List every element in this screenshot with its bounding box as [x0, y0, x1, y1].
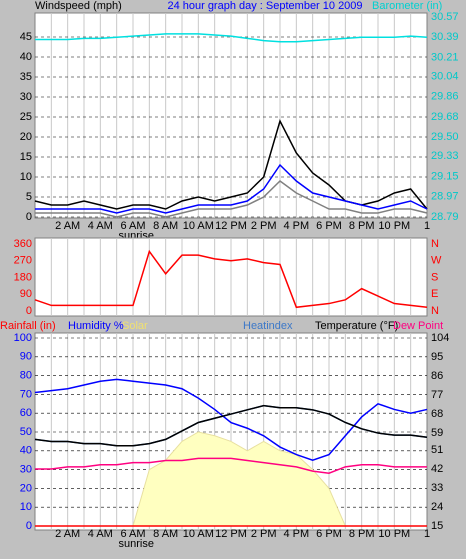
series-line [35, 163, 428, 214]
x-tick-label: 4 PM [283, 220, 309, 232]
y-tick-label: 35 [20, 71, 32, 83]
x-tick-label: 6 PM [316, 528, 342, 540]
x-tick-label: 10 PM [378, 528, 410, 540]
series-line [35, 457, 427, 474]
series-line [34, 249, 428, 309]
y2-tick-label: 29.86 [431, 91, 459, 103]
y-tick-label: 0 [26, 520, 32, 532]
y-tick-label: 0 [26, 211, 32, 223]
y-tick-label: 90 [20, 351, 32, 363]
x-tick-label: 10 AM [183, 528, 214, 540]
chart-title: 24 hour graph day : September 10 2009 [167, 0, 362, 12]
y-tick-label: 100 [14, 332, 32, 344]
y2-tick-label: 24 [431, 501, 443, 513]
y-tick-label: 50 [20, 426, 32, 438]
y2-tick-label: 29.15 [431, 170, 459, 182]
y2-tick-label: 29.33 [431, 150, 459, 162]
legend-entry: Rainfall (in) [0, 320, 56, 332]
x-tick-label: 4 AM [88, 220, 113, 232]
y2-tick-label: 28.97 [431, 191, 459, 203]
x-tick-label: 6 PM [316, 220, 342, 232]
y-tick-label: 45 [20, 31, 32, 43]
y2-tick-label: 77 [431, 389, 443, 401]
y2-tick-label: 104 [431, 332, 449, 344]
y2-tick-label: 33 [431, 482, 443, 494]
y-tick-label: 40 [20, 51, 32, 63]
x-tick-label: 8 AM [153, 220, 178, 232]
x-tick-label: 4 AM [88, 528, 113, 540]
x-tick-label: 6 AM [120, 220, 145, 232]
y2-tick-label: 30.21 [431, 51, 459, 63]
y-tick-label: 30 [20, 91, 32, 103]
sunrise-label: sunrise [119, 538, 154, 550]
y2-tick-label: 29.50 [431, 131, 459, 143]
x-tick-label: 2 AM [55, 528, 80, 540]
y-tick-label: 5 [26, 191, 32, 203]
y-tick-label: 20 [20, 482, 32, 494]
legend-entry: Dew Point [393, 320, 443, 332]
series-line [34, 404, 428, 447]
x-tick-label: 1 [424, 528, 430, 540]
x-tick-label: 12 PM [215, 220, 247, 232]
y-tick-label: 10 [20, 501, 32, 513]
barometer-label: Barometer (in) [372, 0, 442, 12]
y-tick-label: 180 [14, 271, 32, 283]
y2-tick-label: 30.39 [431, 31, 459, 43]
series-line [35, 33, 428, 43]
x-tick-label: 8 AM [153, 528, 178, 540]
y2-tick-label: N [431, 305, 439, 317]
y2-tick-label: 95 [431, 351, 443, 363]
x-tick-label: 8 PM [349, 528, 375, 540]
y2-tick-label: S [431, 271, 438, 283]
y-tick-label: 10 [20, 171, 32, 183]
y2-tick-label: E [431, 288, 438, 300]
x-tick-label: 10 AM [183, 220, 214, 232]
y-tick-label: 70 [20, 388, 32, 400]
y-tick-label: 60 [20, 407, 32, 419]
x-tick-label: 12 PM [215, 528, 247, 540]
y2-tick-label: 29.68 [431, 111, 459, 123]
legend-entry: Heatindex [243, 320, 293, 332]
y2-tick-label: 42 [431, 463, 443, 475]
y2-tick-label: 51 [431, 444, 443, 456]
y-tick-label: 270 [14, 255, 32, 267]
y-tick-label: 15 [20, 151, 32, 163]
y-tick-label: 0 [26, 305, 32, 317]
y-tick-label: 360 [14, 238, 32, 250]
x-tick-label: 1 [424, 220, 430, 232]
y-tick-label: 90 [20, 288, 32, 300]
y-tick-label: 20 [20, 131, 32, 143]
windspeed-label: Windspeed (mph) [35, 0, 122, 12]
series-line [34, 378, 428, 461]
y2-tick-label: N [431, 238, 439, 250]
y2-tick-label: 68 [431, 408, 443, 420]
x-tick-label: 10 PM [378, 220, 410, 232]
legend-entry: Humidity % [68, 320, 124, 332]
y2-tick-label: 28.79 [431, 211, 459, 223]
legend-entry: Solar [122, 320, 148, 332]
y-tick-label: 25 [20, 111, 32, 123]
x-tick-label: 2 AM [55, 220, 80, 232]
y2-tick-label: 30.57 [431, 11, 459, 23]
y2-tick-label: 59 [431, 427, 443, 439]
x-tick-label: 6 AM [120, 528, 145, 540]
series-line [35, 180, 428, 218]
y-tick-label: 40 [20, 445, 32, 457]
y-tick-label: 80 [20, 370, 32, 382]
y2-tick-label: 30.04 [431, 70, 459, 82]
x-tick-label: 2 PM [251, 528, 277, 540]
y2-tick-label: W [431, 255, 442, 267]
y-tick-label: 30 [20, 464, 32, 476]
x-tick-label: 4 PM [283, 528, 309, 540]
x-tick-label: 2 PM [251, 220, 277, 232]
legend-entry: Temperature (°F) [315, 320, 398, 332]
y2-tick-label: 15 [431, 520, 443, 532]
x-tick-label: 8 PM [349, 220, 375, 232]
y2-tick-label: 86 [431, 370, 443, 382]
